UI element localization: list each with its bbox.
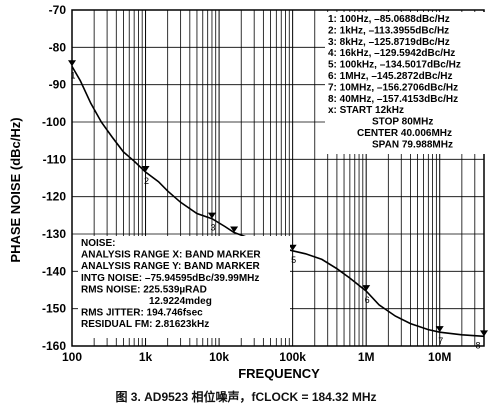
marker-table-line: 4: 16kHz, –129.5942dBc/Hz xyxy=(328,48,455,59)
x-tick-label: 1M xyxy=(358,350,375,364)
marker-number: 7 xyxy=(438,336,443,346)
marker-table-line: 7: 10MHz, –156.2706dBc/Hz xyxy=(328,82,458,93)
marker-table-line: x: START 12kHz xyxy=(328,105,404,116)
noise-box: NOISE:ANALYSIS RANGE X: BAND MARKERANALY… xyxy=(81,238,261,330)
y-tick-label: -150 xyxy=(42,302,66,316)
y-tick-label: -140 xyxy=(42,264,66,278)
marker-triangle xyxy=(362,285,371,292)
noise-box-line: ANALYSIS RANGE Y: BAND MARKER xyxy=(81,261,260,272)
marker-triangle xyxy=(207,212,216,219)
x-tick-label: 10M xyxy=(428,350,451,364)
marker-triangle xyxy=(141,166,150,173)
marker-triangle xyxy=(288,244,297,251)
marker-number: 1 xyxy=(70,70,75,80)
y-tick-label: -100 xyxy=(42,115,66,129)
marker-table-line: 6: 1MHz, –145.2872dBc/Hz xyxy=(328,71,453,82)
marker-table-line: CENTER 40.006MHz xyxy=(357,128,452,139)
marker-table-line: STOP 80MHz xyxy=(372,117,433,128)
marker-table-line: 5: 100kHz, –134.5017dBc/Hz xyxy=(328,60,461,71)
y-tick-label: -70 xyxy=(49,3,67,17)
y-axis: -70 -80 -90 -100 -110 -120 -130 -140 -150 -160 xyxy=(42,3,66,353)
noise-box-line: RMS NOISE: 225.539µRAD xyxy=(81,284,207,295)
x-axis-label: FREQUENCY xyxy=(238,366,320,381)
phase-noise-chart: -70 -80 -90 -100 -110 -120 -130 -140 -150 -160 10… xyxy=(8,3,488,381)
y-tick-label: -110 xyxy=(43,152,67,166)
marker-number: 6 xyxy=(365,295,370,305)
x-tick-label: 100 xyxy=(62,350,82,364)
marker-number: 2 xyxy=(144,176,149,186)
marker-table-line: SPAN 79.988MHz xyxy=(372,139,453,150)
marker-triangle xyxy=(435,326,444,333)
y-axis-label: PHASE NOISE (dBc/Hz) xyxy=(8,117,23,262)
marker-number: 5 xyxy=(291,255,296,265)
noise-box-line: RESIDUAL FM: 2.81623kHz xyxy=(81,319,209,330)
noise-box-line: ANALYSIS RANGE X: BAND MARKER xyxy=(81,250,261,261)
marker-table-line: 1: 100Hz, –85.0688dBc/Hz xyxy=(328,14,450,25)
marker-table-line: 8: 40MHz, –157.4153dBc/Hz xyxy=(328,94,458,105)
noise-box-line: 12.9224mdeg xyxy=(149,296,212,307)
x-tick-label: 10k xyxy=(209,350,229,364)
figure-caption: 图 3. AD9523 相位噪声，fCLOCK = 184.32 MHz xyxy=(115,390,377,404)
y-tick-label: -120 xyxy=(42,190,66,204)
x-tick-label: 1k xyxy=(139,350,153,364)
y-tick-label: -90 xyxy=(49,78,67,92)
marker-table-bg xyxy=(325,12,485,154)
marker-table: 1: 100Hz, –85.0688dBc/Hz2: 1kHz, –113.39… xyxy=(328,14,461,150)
plot-frame xyxy=(71,9,485,347)
noise-box-bg xyxy=(78,236,290,338)
noise-box-line: RMS JITTER: 194.746fsec xyxy=(81,308,203,319)
y-tick-label: -130 xyxy=(42,227,66,241)
y-tick-label: -80 xyxy=(49,40,67,54)
marker-table-line: 3: 8kHz, –125.8719dBc/Hz xyxy=(328,37,450,48)
x-axis: 100 1k 10k 100k 1M 10M xyxy=(62,350,451,364)
marker-table-line: 2: 1kHz, –113.3955dBc/Hz xyxy=(328,25,449,36)
noise-box-line: INTG NOISE: –75.94595dBc/39.99MHz xyxy=(81,273,259,284)
y-tick-label: -160 xyxy=(42,339,66,353)
marker-number: 3 xyxy=(210,223,215,233)
marker-triangle xyxy=(230,226,239,233)
x-tick-label: 100k xyxy=(279,350,306,364)
noise-box-line: NOISE: xyxy=(81,238,115,249)
